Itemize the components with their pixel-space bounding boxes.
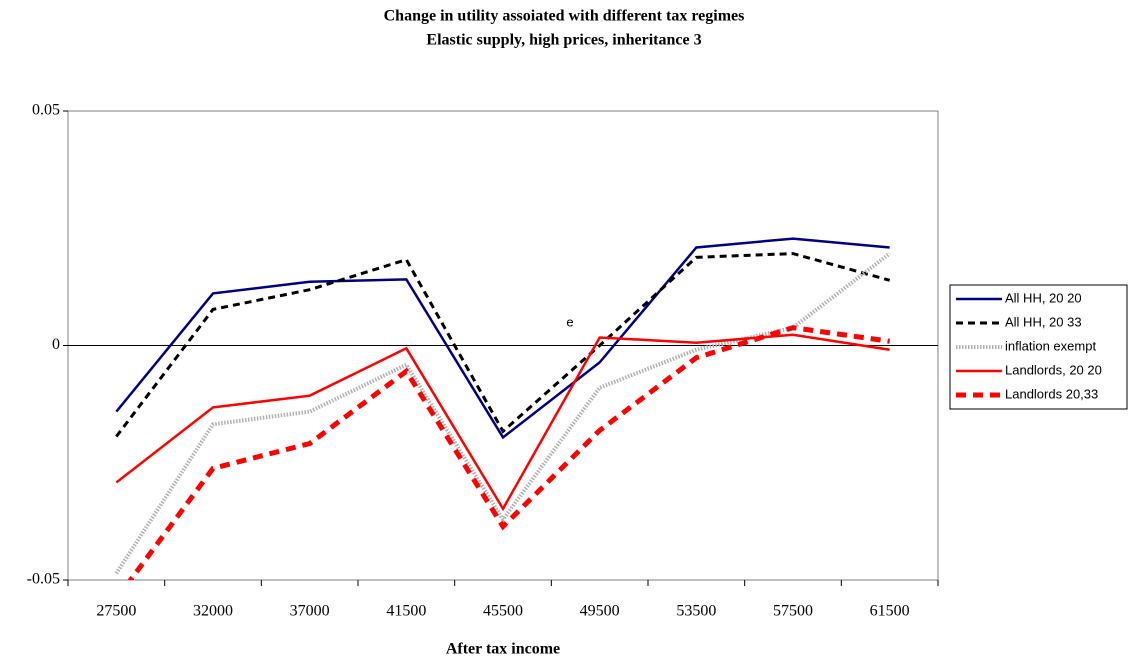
x-tick-label: 32000 [193, 603, 233, 620]
y-tick-label: 0.05 [32, 102, 60, 119]
legend-box [949, 284, 1128, 410]
chart-title: Change in utility assoiated with differe… [384, 8, 745, 25]
series-line [115, 333, 890, 512]
x-tick-label: 27500 [96, 603, 136, 620]
legend-label: Landlords, 20 20 [1005, 362, 1102, 377]
y-tick-label: 0 [52, 336, 60, 353]
legend-label: inflation exempt [1005, 338, 1096, 353]
series-line [115, 237, 890, 440]
x-tick-label: 37000 [290, 603, 330, 620]
legend-label: All HH, 20 33 [1005, 314, 1082, 329]
annotation: e [566, 314, 573, 329]
x-tick-label: 49500 [580, 603, 620, 620]
x-tick-label: 45500 [483, 603, 523, 620]
legend-label: Landlords 20,33 [1005, 386, 1098, 401]
x-tick-label: 61500 [870, 603, 910, 620]
series-line [115, 252, 891, 438]
x-tick-label: 41500 [386, 603, 426, 620]
series-line [127, 325, 891, 580]
x-tick-label: 57500 [773, 603, 813, 620]
y-tick-label: -0.05 [27, 571, 60, 588]
series-line [114, 251, 891, 575]
x-axis-label: After tax income [446, 641, 560, 658]
legend-label: All HH, 20 20 [1005, 290, 1082, 305]
chart-subtitle: Elastic supply, high prices, inheritance… [426, 32, 701, 49]
x-tick-label: 53500 [676, 603, 716, 620]
series-group [114, 237, 891, 580]
